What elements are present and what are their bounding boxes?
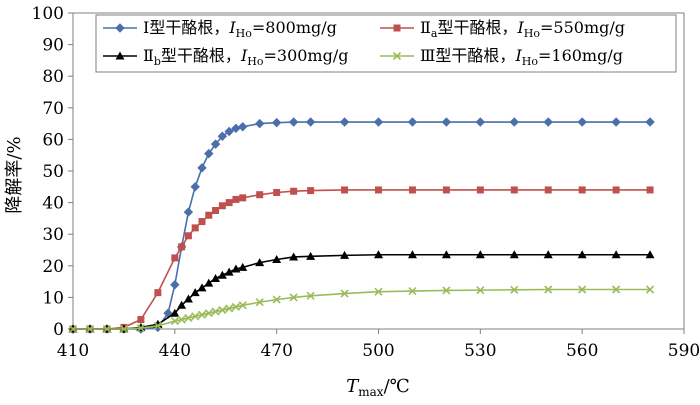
- y-tick-label: 10: [42, 288, 64, 308]
- legend-label-type-iia: Ⅱa型干酪根，IHo=550mg/g: [420, 18, 625, 40]
- data-point-type-iia: [409, 186, 416, 193]
- data-point-type-iia: [375, 186, 382, 193]
- data-point-type-iia: [226, 199, 233, 206]
- data-point-type-iia: [178, 243, 185, 250]
- data-point-type-iia: [290, 188, 297, 195]
- legend-text-part: Ⅲ型干酪根，: [420, 46, 515, 65]
- data-point-type-iia: [137, 316, 144, 323]
- x-tick-label: 530: [464, 341, 496, 361]
- legend-label-type-iii: Ⅲ型干酪根，IHo=160mg/g: [420, 46, 623, 68]
- legend-subscript: b: [154, 55, 161, 68]
- data-point-type-iia: [232, 196, 239, 203]
- legend-subscript: Ho: [522, 55, 539, 68]
- legend-text-part: =800mg/g: [252, 18, 337, 37]
- legend-text-part: 型干酪根，: [437, 18, 517, 37]
- x-tick-label: 590: [668, 341, 700, 361]
- data-point-type-iia: [239, 194, 246, 201]
- y-tick-label: 30: [42, 225, 64, 245]
- data-point-type-iia: [154, 289, 161, 296]
- data-point-type-iia: [205, 212, 212, 219]
- legend-text-part: 型干酪根，: [161, 46, 241, 65]
- y-tick-label: 80: [42, 67, 64, 87]
- data-point-type-iia: [545, 186, 552, 193]
- x-tick-label: 470: [260, 341, 292, 361]
- data-point-type-iia: [212, 207, 219, 214]
- legend-text-part: =160mg/g: [538, 46, 623, 65]
- legend-marker-type-iia: [394, 25, 401, 32]
- y-tick-label: 70: [42, 99, 64, 119]
- data-point-type-iia: [443, 186, 450, 193]
- x-axis-title-subscript: max: [358, 385, 384, 399]
- data-point-type-iia: [256, 191, 263, 198]
- x-axis-title-unit: /℃: [384, 376, 410, 397]
- data-point-type-iia: [341, 186, 348, 193]
- legend-subscript: Ho: [236, 27, 253, 40]
- data-point-type-iia: [613, 186, 620, 193]
- x-tick-label: 560: [566, 341, 598, 361]
- data-point-type-iia: [511, 186, 518, 193]
- data-point-type-iia: [579, 186, 586, 193]
- legend-text-part: =300mg/g: [263, 46, 348, 65]
- data-point-type-iia: [198, 218, 205, 225]
- y-tick-label: 0: [53, 320, 64, 340]
- y-tick-label: 100: [32, 4, 64, 24]
- x-tick-label: 410: [57, 341, 89, 361]
- y-tick-label: 60: [42, 130, 64, 150]
- legend-text-part: Ⅱ: [143, 46, 154, 65]
- x-tick-label: 500: [362, 341, 394, 361]
- data-point-type-iia: [192, 224, 199, 231]
- y-tick-label: 20: [42, 257, 64, 277]
- legend-text-part: =550mg/g: [540, 18, 625, 37]
- data-point-type-iia: [477, 186, 484, 193]
- y-tick-label: 50: [42, 162, 64, 182]
- y-tick-label: 90: [42, 36, 64, 56]
- legend-label-type-iib: Ⅱb型干酪根，IHo=300mg/g: [143, 46, 348, 68]
- legend-subscript: Ho: [247, 55, 264, 68]
- legend-text-part: Ⅰ型干酪根，: [143, 18, 229, 37]
- legend-text-part: Ⅱ: [420, 18, 431, 37]
- data-point-type-iia: [171, 254, 178, 261]
- data-point-type-iia: [273, 189, 280, 196]
- data-point-type-iia: [647, 186, 654, 193]
- legend: Ⅰ型干酪根，IHo=800mg/g Ⅱa型干酪根，IHo=550mg/gⅡb型干酪…: [96, 15, 676, 72]
- y-tick-label: 40: [42, 194, 64, 214]
- y-axis-title: 降解率/%: [4, 136, 25, 213]
- data-point-type-iia: [219, 202, 226, 209]
- x-tick-label: 440: [159, 341, 191, 361]
- legend-subscript: Ho: [524, 27, 541, 40]
- data-point-type-iia: [307, 187, 314, 194]
- data-point-type-iia: [185, 232, 192, 239]
